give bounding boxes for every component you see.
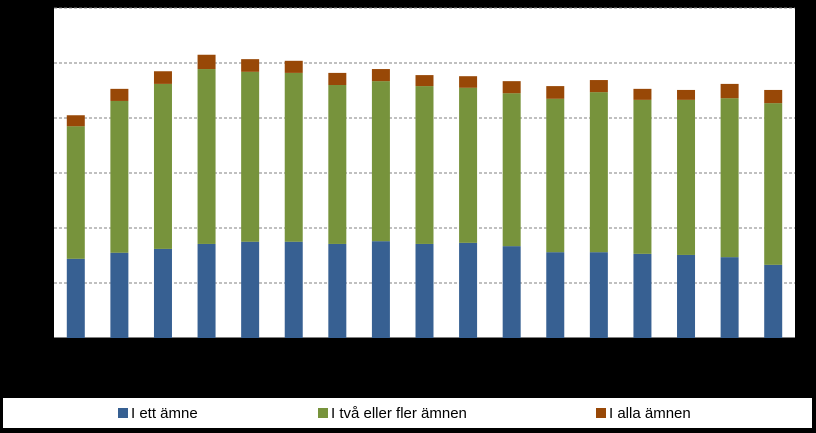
bar-segment [633, 253, 652, 338]
bar-segment [66, 115, 85, 127]
y-tick-label: 0 [38, 329, 46, 346]
legend-box [3, 398, 812, 428]
bar-segment [633, 99, 652, 254]
bar-segment [415, 86, 434, 244]
bar-segment [197, 69, 216, 244]
bar-segment [328, 72, 347, 85]
bar-segment [589, 80, 608, 93]
bar-segment [415, 75, 434, 87]
bar-segment [546, 252, 565, 338]
bar-segment [589, 92, 608, 253]
legend-swatch [318, 408, 328, 418]
bar-segment [502, 246, 521, 338]
y-tick-label: 6 [38, 0, 46, 16]
bar-segment [66, 258, 85, 338]
y-tick-label: 1 [38, 274, 46, 291]
bar-segment [502, 93, 521, 247]
bar-segment [153, 71, 172, 84]
legend-swatch [118, 408, 128, 418]
bar-segment [66, 126, 85, 259]
bar-segment [197, 243, 216, 338]
bar-segment [328, 85, 347, 244]
bar-segment [546, 86, 565, 99]
bar-segment [110, 100, 129, 253]
bar-segment [241, 59, 260, 72]
bar-segment [764, 89, 783, 104]
bar-segment [677, 254, 696, 338]
bar-segment [153, 248, 172, 338]
legend-label: I ett ämne [131, 405, 198, 422]
bar-segment [677, 99, 696, 255]
bar-segment [459, 242, 478, 338]
legend-label: I alla ämnen [609, 405, 691, 422]
bar-segment [415, 243, 434, 338]
bar-segment [546, 98, 565, 253]
bar-segment [502, 81, 521, 94]
bar-segment [110, 252, 129, 338]
bar-segment [241, 71, 260, 242]
bar-segment [371, 69, 390, 82]
bar-segment [284, 60, 303, 73]
bar-segment [197, 54, 216, 70]
y-tick-label: 4 [38, 109, 46, 126]
bar-segment [153, 83, 172, 249]
bar-segment [764, 264, 783, 338]
legend-swatch [596, 408, 606, 418]
bar-segment [589, 252, 608, 338]
bar-segment [720, 98, 739, 258]
bar-segment [720, 83, 739, 99]
bar-segment [110, 88, 129, 101]
bar-segment [677, 89, 696, 100]
y-tick-label: 5 [38, 54, 46, 71]
legend-label: I två eller fler ämnen [331, 405, 467, 422]
bar-segment [459, 76, 478, 88]
bar-segment [371, 81, 390, 242]
bar-segment [633, 88, 652, 100]
bar-segment [371, 241, 390, 338]
bar-segment [764, 103, 783, 265]
y-tick-label: 2 [38, 219, 46, 236]
bar-segment [459, 87, 478, 243]
bar-segment [241, 241, 260, 338]
bar-segment [328, 243, 347, 338]
bar-segment [284, 241, 303, 338]
bar-segment [284, 72, 303, 242]
bar-segment [720, 257, 739, 338]
y-tick-label: 3 [38, 164, 46, 181]
